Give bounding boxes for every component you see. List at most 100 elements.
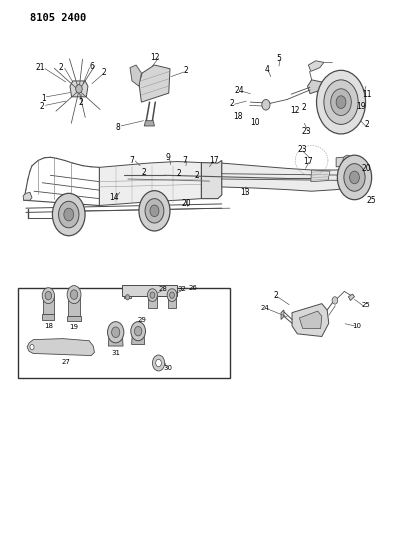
Circle shape bbox=[167, 289, 177, 302]
Text: 11: 11 bbox=[362, 90, 372, 99]
Circle shape bbox=[337, 155, 372, 200]
Circle shape bbox=[148, 289, 157, 302]
Text: 12: 12 bbox=[290, 106, 299, 115]
Text: 6: 6 bbox=[90, 62, 95, 71]
Text: 2: 2 bbox=[141, 167, 146, 176]
Polygon shape bbox=[99, 161, 201, 206]
Polygon shape bbox=[67, 316, 81, 321]
Polygon shape bbox=[109, 332, 123, 346]
Text: 20: 20 bbox=[181, 199, 191, 208]
Text: 2: 2 bbox=[102, 68, 106, 77]
Circle shape bbox=[152, 355, 165, 371]
Circle shape bbox=[76, 85, 82, 93]
Circle shape bbox=[262, 100, 270, 110]
Text: 27: 27 bbox=[62, 359, 70, 365]
Circle shape bbox=[139, 191, 170, 231]
Text: 29: 29 bbox=[138, 317, 147, 322]
Polygon shape bbox=[42, 314, 55, 319]
Polygon shape bbox=[336, 156, 358, 167]
Polygon shape bbox=[307, 80, 322, 94]
Polygon shape bbox=[130, 65, 141, 86]
Text: 2: 2 bbox=[58, 63, 63, 71]
Circle shape bbox=[150, 205, 159, 216]
Polygon shape bbox=[281, 310, 284, 319]
Polygon shape bbox=[124, 296, 131, 298]
Text: 24: 24 bbox=[235, 86, 244, 95]
Polygon shape bbox=[68, 295, 80, 316]
Polygon shape bbox=[23, 192, 32, 200]
Polygon shape bbox=[43, 296, 54, 314]
Text: 2: 2 bbox=[195, 171, 200, 180]
Circle shape bbox=[30, 344, 34, 350]
Text: 32: 32 bbox=[178, 286, 187, 292]
Polygon shape bbox=[168, 295, 176, 308]
Text: 14: 14 bbox=[109, 193, 118, 202]
Circle shape bbox=[331, 89, 351, 116]
Circle shape bbox=[170, 292, 175, 298]
Polygon shape bbox=[292, 304, 329, 336]
Text: 8105 2400: 8105 2400 bbox=[30, 13, 86, 23]
Circle shape bbox=[134, 326, 142, 336]
Text: 12: 12 bbox=[150, 53, 159, 62]
Circle shape bbox=[156, 359, 162, 367]
Circle shape bbox=[64, 208, 74, 221]
Polygon shape bbox=[139, 65, 170, 102]
Circle shape bbox=[42, 288, 55, 304]
Circle shape bbox=[67, 286, 81, 304]
Text: 2: 2 bbox=[184, 66, 189, 75]
Circle shape bbox=[45, 292, 52, 300]
Polygon shape bbox=[201, 160, 222, 199]
Polygon shape bbox=[132, 331, 145, 344]
Text: 2: 2 bbox=[177, 169, 181, 178]
Text: 25: 25 bbox=[366, 196, 376, 205]
Text: 19: 19 bbox=[69, 325, 79, 330]
Text: 10: 10 bbox=[250, 118, 260, 127]
Text: 21: 21 bbox=[35, 63, 45, 72]
Text: 24: 24 bbox=[260, 305, 269, 311]
Polygon shape bbox=[222, 163, 360, 191]
Circle shape bbox=[112, 327, 120, 337]
Polygon shape bbox=[349, 294, 355, 301]
Text: 2: 2 bbox=[40, 102, 44, 111]
Polygon shape bbox=[144, 120, 155, 126]
Text: 17: 17 bbox=[304, 157, 313, 166]
Bar bbox=[18, 288, 230, 378]
Text: 7: 7 bbox=[129, 156, 134, 165]
Polygon shape bbox=[308, 61, 324, 71]
Circle shape bbox=[145, 199, 164, 223]
Text: 2: 2 bbox=[365, 120, 369, 129]
Text: 2: 2 bbox=[301, 103, 306, 112]
Text: 20: 20 bbox=[362, 164, 372, 173]
Text: 2: 2 bbox=[230, 99, 234, 108]
Text: 18: 18 bbox=[233, 112, 243, 121]
Text: 2: 2 bbox=[79, 98, 83, 107]
Text: 8: 8 bbox=[115, 123, 120, 132]
Circle shape bbox=[344, 164, 365, 191]
Text: 10: 10 bbox=[352, 323, 361, 329]
Text: 7: 7 bbox=[182, 156, 187, 165]
Circle shape bbox=[324, 80, 358, 124]
Circle shape bbox=[70, 290, 78, 300]
Polygon shape bbox=[122, 285, 177, 296]
Text: 1: 1 bbox=[41, 94, 46, 103]
Text: 26: 26 bbox=[189, 285, 198, 290]
Text: 23: 23 bbox=[302, 127, 312, 136]
Polygon shape bbox=[311, 170, 330, 182]
Circle shape bbox=[336, 96, 346, 109]
Text: 19: 19 bbox=[356, 102, 365, 111]
Circle shape bbox=[350, 171, 359, 184]
Text: 5: 5 bbox=[277, 54, 282, 62]
Text: 18: 18 bbox=[44, 324, 53, 329]
Text: 4: 4 bbox=[264, 64, 269, 74]
Circle shape bbox=[108, 321, 124, 343]
Text: 17: 17 bbox=[210, 156, 219, 165]
Polygon shape bbox=[299, 311, 322, 328]
Text: 9: 9 bbox=[166, 154, 171, 163]
Circle shape bbox=[125, 295, 129, 300]
Circle shape bbox=[131, 321, 145, 341]
Polygon shape bbox=[148, 295, 157, 308]
Text: 30: 30 bbox=[163, 365, 172, 372]
Circle shape bbox=[343, 155, 353, 168]
Circle shape bbox=[316, 70, 365, 134]
Text: 23: 23 bbox=[298, 146, 307, 155]
